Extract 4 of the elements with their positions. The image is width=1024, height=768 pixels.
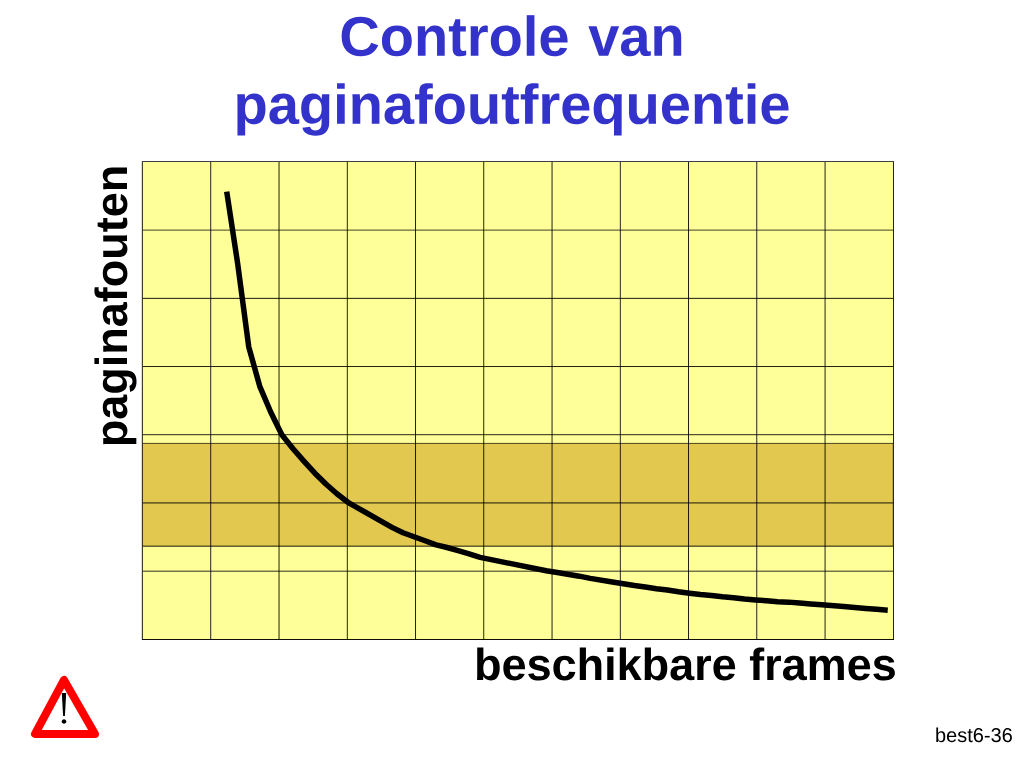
chart-title: Controle van paginafoutfrequentie <box>237 15 789 136</box>
x-axis-title: beschikbare frames <box>477 647 895 681</box>
text: best6-36 <box>936 727 1012 743</box>
y-axis-title: paginafouten <box>94 167 137 445</box>
